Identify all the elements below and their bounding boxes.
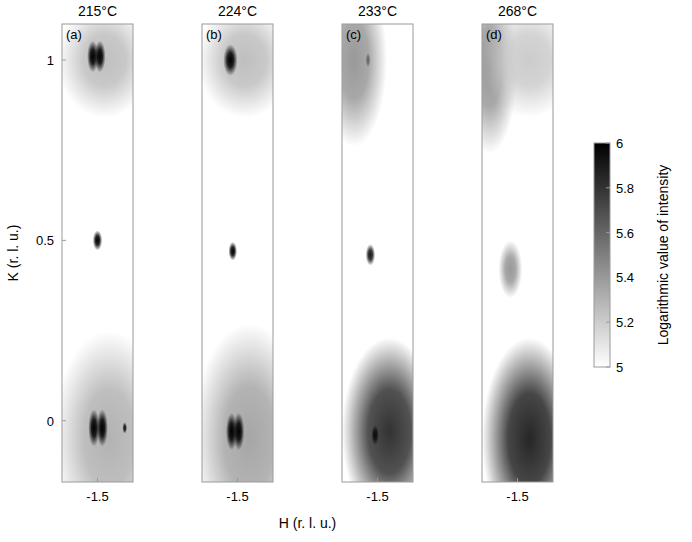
colorbar-title: Logarithmic value of intensity [655,165,671,346]
x-axis-title: H (r. l. u.) [279,515,337,531]
y-tick-label: 0 [47,414,54,429]
colorbar-tick [606,232,610,233]
intensity-spot [93,230,102,250]
panel-letter: (b) [206,27,222,42]
panel-title: 268°C [498,3,537,19]
x-tick [377,478,378,482]
intensity-spot [229,242,238,261]
colorbar-tick-label: 6 [616,136,623,151]
x-tick-label: -1.5 [226,489,248,504]
x-tick-label: -1.5 [86,489,108,504]
y-tick [62,420,66,421]
plot-area [482,24,553,482]
colorbar-tick-label: 5.6 [616,226,634,241]
y-axis-title: K (r. l. u.) [5,225,21,282]
intensity-spot [366,53,371,67]
y-tick-label: 1 [47,53,54,68]
colorbar-tick [606,277,610,278]
colorbar-tick [606,187,610,188]
intensity-spot [342,338,413,482]
panel-frame [482,24,553,482]
colorbar-tick-label: 5.2 [616,315,634,330]
intensity-spot [342,24,387,147]
intensity-spot [62,24,133,118]
panel-letter: (d) [486,27,502,42]
intensity-spot [202,323,273,482]
figure: 215°C (a) -1.5 224°C (b) -1.5 233°C (c) -1.5 268°… [0,0,692,542]
panel-letter: (a) [66,27,82,42]
intensity-spot [233,413,244,451]
plot-area [342,24,413,482]
intensity-spot [223,44,237,76]
plot-area [62,24,133,482]
x-tick-label: -1.5 [366,489,388,504]
intensity-spot [122,422,127,434]
colorbar-tick-label: 5.8 [616,181,634,196]
intensity-spot [97,409,108,447]
y-tick [62,60,66,61]
colorbar [594,143,610,367]
intensity-spot [202,24,273,118]
panel-title: 224°C [218,3,257,19]
panel-title: 233°C [358,3,397,19]
panel-frame [62,24,133,482]
colorbar-tick [606,143,610,144]
panel-letter: (c) [346,27,361,42]
panel-frame [342,24,413,482]
intensity-spot [366,244,375,266]
panel-frame [202,24,273,482]
x-tick [517,478,518,482]
colorbar-tick-label: 5.4 [616,270,634,285]
panel-title: 215°C [78,3,117,19]
intensity-spot [62,331,133,482]
y-tick [62,240,66,241]
intensity-spot [371,425,379,445]
colorbar-tick [606,322,610,323]
intensity-spot [94,41,105,73]
x-tick-label: -1.5 [506,489,528,504]
x-tick [237,478,238,482]
intensity-spot [482,338,553,482]
x-tick [97,478,98,482]
plot-area [202,24,273,482]
colorbar-tick-label: 5 [616,360,623,375]
intensity-spot [499,240,523,298]
y-tick-label: 0.5 [36,233,54,248]
colorbar-tick [606,367,610,368]
intensity-spot [482,24,553,118]
